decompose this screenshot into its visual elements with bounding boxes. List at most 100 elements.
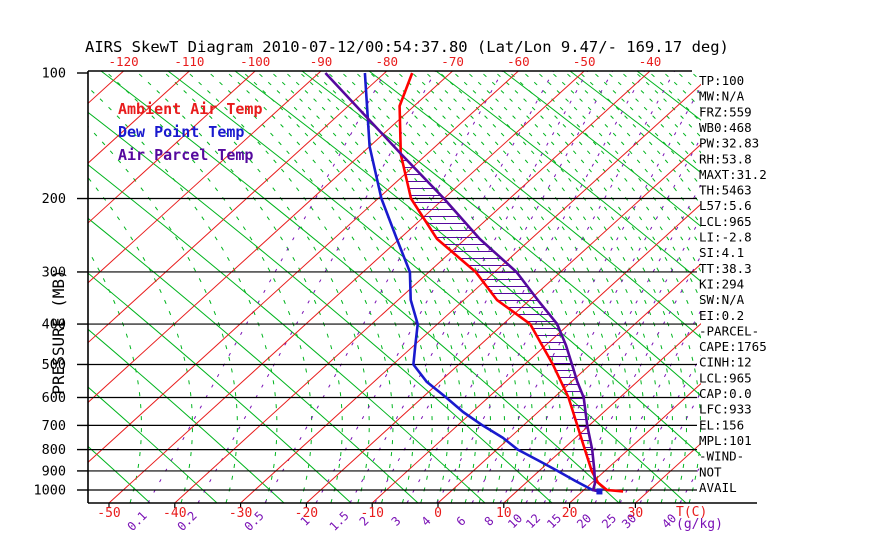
stats-line: WB0:468 [699, 120, 752, 135]
moist-adiabat-line [409, 70, 617, 504]
stats-line: CAPE:1765 [699, 339, 767, 354]
moist-adiabat-line [423, 70, 631, 504]
mixing-ratio-line [564, 254, 701, 504]
legend-ambient-air-temp: Ambient Air Temp [118, 100, 263, 118]
dry-adiabat-line [368, 70, 701, 339]
pressure-tick-label: 300 [42, 264, 66, 280]
pressure-tick-label: 600 [42, 390, 66, 406]
stats-line: LI:-2.8 [699, 230, 752, 245]
moist-adiabat-line [465, 70, 673, 504]
pressure-tick-label: 1000 [33, 483, 66, 499]
mixing-ratio-line [406, 70, 646, 504]
dry-adiabat-line [88, 386, 218, 504]
bottom-temp-tick-label: -30 [229, 506, 252, 521]
pressure-axis-label: PRESSURE (MB) [49, 269, 68, 394]
mixing-ratio-line [349, 70, 589, 504]
mixing-ratio-label: 6 [454, 514, 469, 529]
isotherm-line [569, 382, 701, 504]
dry-adiabat-line [88, 328, 285, 504]
moist-adiabat-line [207, 70, 415, 504]
top-temp-tick-label: -90 [310, 54, 333, 69]
moist-adiabat-line [311, 70, 519, 504]
stats-line: -PARCEL- [699, 323, 759, 338]
stats-line: MW:N/A [699, 89, 745, 104]
moist-adiabat-line [135, 70, 343, 504]
dry-adiabat-line [100, 70, 620, 504]
bottom-temp-tick-label: -10 [360, 506, 383, 521]
dry-adiabat-line [88, 217, 419, 504]
moist-adiabat-line [241, 70, 449, 504]
bottom-temp-tick-label: -50 [97, 506, 120, 521]
isotherm-line [88, 70, 388, 344]
moist-adiabat-line [437, 70, 645, 504]
isotherm-line [371, 203, 701, 504]
stats-line: SW:N/A [699, 292, 745, 307]
stats-line: NOT [699, 464, 722, 479]
stats-line: CINH:12 [699, 355, 752, 370]
stats-line: TP:100 [699, 73, 744, 88]
pressure-tick-label: 200 [42, 191, 66, 207]
dry-adiabat-line [88, 272, 352, 504]
moist-adiabat-line [605, 70, 701, 170]
moist-adiabat-line [661, 70, 701, 109]
legend-air-parcel-temp: Air Parcel Temp [118, 146, 253, 164]
mixing-ratio-label: 0.1 [125, 509, 150, 534]
dew-point-temp-curve [363, 72, 600, 493]
pressure-tick-label: 800 [42, 442, 66, 458]
dry-adiabat-line [234, 70, 701, 457]
moist-adiabat-line [269, 70, 477, 504]
moist-adiabat-line [479, 70, 687, 504]
bottom-temp-tick-label: 20 [562, 506, 578, 521]
moist-adiabat-line [88, 86, 278, 504]
top-temp-tick-label: -50 [573, 54, 596, 69]
legend-dew-point-temp: Dew Point Temp [118, 123, 244, 141]
moist-adiabat-line [353, 70, 561, 504]
top-temp-tick-label: -80 [376, 54, 399, 69]
isotherm-line [108, 70, 585, 504]
moist-adiabat-line [746, 71, 870, 503]
mixing-ratio-line [147, 70, 387, 504]
moist-adiabat-line [104, 70, 313, 504]
top-temp-tick-label: -60 [507, 54, 530, 69]
mixing-ratio-line [471, 85, 701, 504]
temp-unit-label: T(C) [676, 505, 707, 520]
moist-adiabat-line [339, 70, 547, 504]
top-temp-tick-label: -120 [109, 54, 139, 69]
stats-line: TH:5463 [699, 183, 752, 198]
stats-line: CAP:0.0 [699, 386, 752, 401]
moist-adiabat-line [225, 70, 433, 504]
moist-adiabat-line [255, 70, 463, 504]
isotherm-line [88, 70, 322, 284]
isotherm-line [437, 263, 701, 504]
moist-adiabat-line [760, 71, 870, 503]
isotherm-line [88, 70, 256, 224]
moist-adiabat-line [549, 70, 701, 248]
bottom-temp-tick-label: -20 [295, 506, 318, 521]
stats-line: LCL:965 [699, 214, 752, 229]
stats-line: FRZ:559 [699, 104, 752, 119]
stats-line: LFC:933 [699, 402, 752, 417]
dry-adiabat-line [167, 70, 687, 504]
isotherm-line [88, 70, 453, 404]
top-temp-tick-label: -40 [639, 54, 662, 69]
dry-adiabat-line [88, 164, 486, 504]
moist-adiabat-line [395, 70, 603, 504]
moist-adiabat-line [788, 71, 870, 503]
isotherm-line [503, 323, 701, 504]
top-temp-tick-label: -70 [441, 54, 464, 69]
cape-hatch-region [402, 160, 607, 491]
mixing-ratio-line [315, 70, 555, 504]
mixing-unit-label: (g/kg) [676, 517, 723, 532]
moist-adiabat-line [88, 125, 238, 504]
stats-line: -WIND- [699, 449, 744, 464]
bottom-temp-tick-label: -40 [163, 506, 186, 521]
moist-adiabat-line [535, 70, 701, 274]
moist-adiabat-line [577, 70, 701, 206]
mixing-ratio-label: 8 [482, 514, 497, 529]
moist-adiabat-line [297, 70, 505, 504]
dry-adiabat-line [569, 70, 701, 174]
moist-adiabat-line [367, 70, 575, 504]
